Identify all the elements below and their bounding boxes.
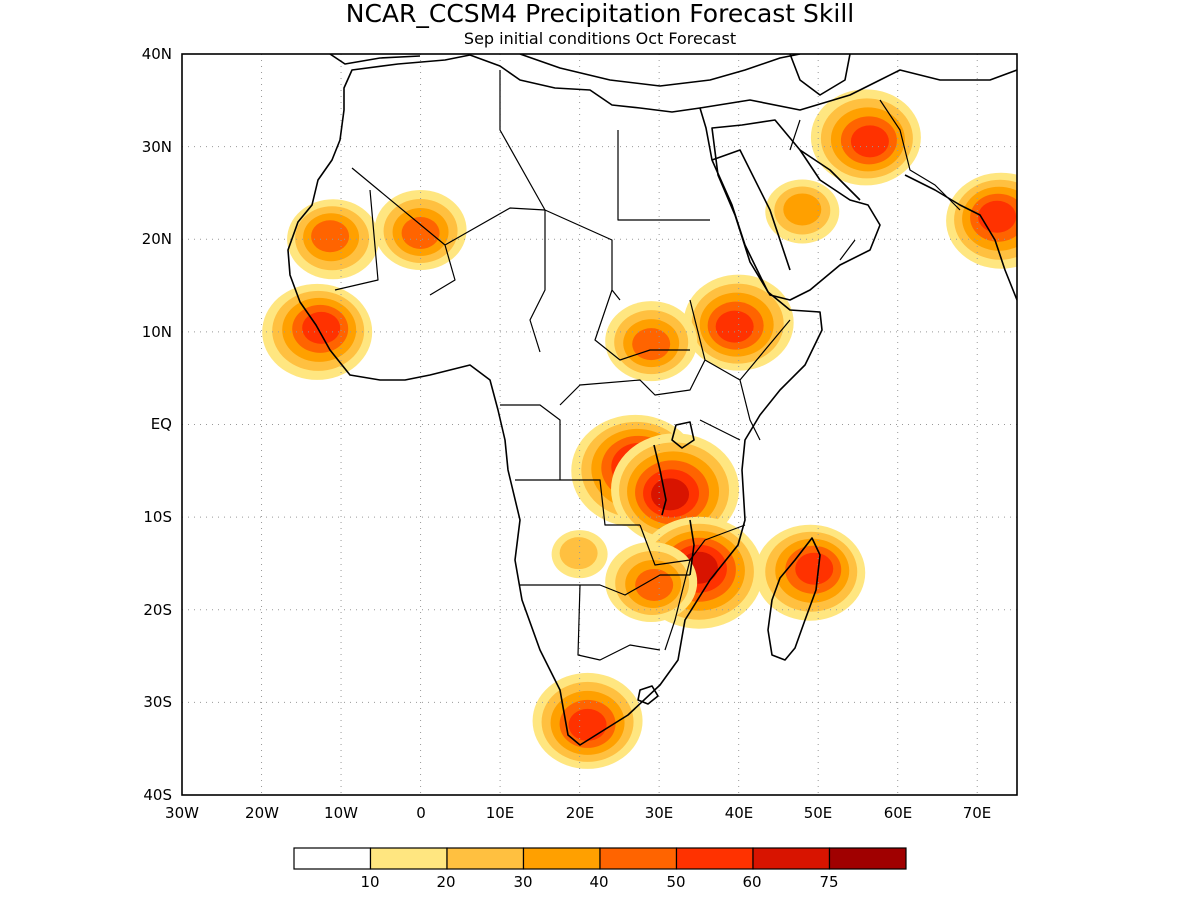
lon-label-70e: 70E bbox=[963, 804, 992, 822]
lat-label-10n: 10N bbox=[142, 323, 172, 341]
lake-victoria bbox=[671, 421, 695, 449]
lon-label-40e: 40E bbox=[725, 804, 754, 822]
colorbar-label-20: 20 bbox=[436, 873, 455, 891]
skill-contour bbox=[568, 708, 607, 741]
skill-contour bbox=[651, 478, 690, 511]
skill-contour bbox=[302, 311, 341, 344]
lat-label-40s: 40S bbox=[143, 786, 172, 804]
skill-contour bbox=[783, 193, 822, 226]
colorbar-label-60: 60 bbox=[742, 873, 761, 891]
lon-label-60e: 60E bbox=[884, 804, 913, 822]
colorbar-swatch bbox=[446, 847, 525, 870]
lon-label-50e: 50E bbox=[804, 804, 833, 822]
lake-malawi bbox=[689, 519, 695, 576]
skill-contour bbox=[850, 125, 889, 158]
lat-label-30n: 30N bbox=[142, 138, 172, 156]
skill-contour bbox=[559, 537, 598, 570]
lon-axis: 30W 20W 10W 0 10E 20E 30E 40E 50E 60E 70… bbox=[165, 804, 991, 822]
lat-label-20n: 20N bbox=[142, 230, 172, 248]
persian-gulf-coast bbox=[799, 149, 861, 201]
india-coastline bbox=[904, 174, 1017, 301]
plot-frame bbox=[181, 53, 1018, 796]
caspian-coast bbox=[789, 54, 851, 96]
colorbar-label-40: 40 bbox=[589, 873, 608, 891]
lon-label-0: 0 bbox=[416, 804, 426, 822]
colorbar-swatch bbox=[369, 847, 448, 870]
madagascar-coastline bbox=[767, 537, 821, 661]
lon-label-30w: 30W bbox=[165, 804, 199, 822]
skill-contours bbox=[262, 89, 1017, 769]
red-sea-coast bbox=[711, 149, 791, 271]
plot-area bbox=[181, 53, 1018, 796]
colorbar-swatch bbox=[293, 847, 372, 870]
country-borders bbox=[334, 70, 961, 661]
skill-contour bbox=[632, 328, 671, 361]
lake-tanganyika bbox=[653, 444, 667, 516]
europe-coastline bbox=[329, 54, 1017, 111]
colorbar-swatch bbox=[752, 847, 831, 870]
colorbar-swatch bbox=[522, 847, 601, 870]
lon-label-10e: 10E bbox=[486, 804, 515, 822]
colorbar-swatches bbox=[293, 847, 907, 870]
lat-label-30s: 30S bbox=[143, 693, 172, 711]
lon-label-10w: 10W bbox=[324, 804, 358, 822]
lon-label-30e: 30E bbox=[645, 804, 674, 822]
skill-contour bbox=[635, 568, 674, 601]
chart-subtitle: Sep initial conditions Oct Forecast bbox=[464, 29, 736, 48]
lat-label-10s: 10S bbox=[143, 508, 172, 526]
lat-label-20s: 20S bbox=[143, 601, 172, 619]
colorbar-label-10: 10 bbox=[360, 873, 379, 891]
colorbar-swatch bbox=[828, 847, 907, 870]
coastlines bbox=[287, 54, 1017, 746]
skill-contour bbox=[978, 200, 1017, 233]
skill-contour bbox=[401, 216, 440, 249]
colorbar-label-30: 30 bbox=[513, 873, 532, 891]
africa-coastline bbox=[287, 54, 823, 746]
lat-label-40n: 40N bbox=[142, 45, 172, 63]
colorbar-label-50: 50 bbox=[666, 873, 685, 891]
skill-contour bbox=[715, 310, 754, 343]
colorbar: 10 20 30 40 50 60 75 bbox=[293, 847, 907, 891]
lat-axis: 40N 30N 20N 10N EQ 10S 20S 30S 40S bbox=[142, 45, 172, 804]
lesotho-outline bbox=[637, 685, 659, 705]
border-lines bbox=[334, 70, 961, 661]
lon-label-20e: 20E bbox=[566, 804, 595, 822]
colorbar-swatch bbox=[599, 847, 678, 870]
lon-label-20w: 20W bbox=[245, 804, 279, 822]
skill-contour bbox=[795, 552, 834, 585]
colorbar-swatch bbox=[675, 847, 754, 870]
lat-label-eq: EQ bbox=[151, 415, 172, 433]
arabia-coastline bbox=[711, 119, 881, 301]
colorbar-label-75: 75 bbox=[819, 873, 838, 891]
skill-contour bbox=[311, 220, 350, 253]
chart-title: NCAR_CCSM4 Precipitation Forecast Skill bbox=[346, 0, 854, 28]
